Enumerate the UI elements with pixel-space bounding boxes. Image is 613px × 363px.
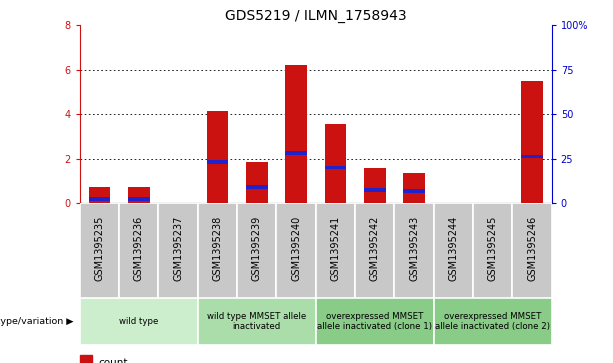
Bar [364,168,386,203]
Bar [246,185,267,189]
Text: GSM1395241: GSM1395241 [330,216,340,281]
Text: GSM1395237: GSM1395237 [173,216,183,281]
Title: GDS5219 / ILMN_1758943: GDS5219 / ILMN_1758943 [225,9,406,23]
Text: GSM1395243: GSM1395243 [409,216,419,281]
FancyBboxPatch shape [394,203,434,298]
Bar [207,160,228,164]
Text: GSM1395242: GSM1395242 [370,216,379,281]
Bar [88,187,110,203]
Bar [364,188,386,192]
Bar [285,65,307,203]
FancyBboxPatch shape [434,298,552,345]
Text: GSM1395246: GSM1395246 [527,216,537,281]
FancyBboxPatch shape [237,203,276,298]
Text: wild type: wild type [119,317,158,326]
FancyBboxPatch shape [512,203,552,298]
Bar [88,197,110,201]
Text: genotype/variation ▶: genotype/variation ▶ [0,317,74,326]
Text: wild type MMSET allele
inactivated: wild type MMSET allele inactivated [207,311,306,331]
FancyBboxPatch shape [316,203,355,298]
Bar [403,189,425,193]
Text: overexpressed MMSET
allele inactivated (clone 2): overexpressed MMSET allele inactivated (… [435,311,550,331]
Bar [521,81,543,203]
Bar [521,155,543,158]
Bar [246,162,267,203]
Text: overexpressed MMSET
allele inactivated (clone 1): overexpressed MMSET allele inactivated (… [317,311,432,331]
Text: GSM1395238: GSM1395238 [212,216,223,281]
FancyBboxPatch shape [473,203,512,298]
Bar [128,187,150,203]
FancyBboxPatch shape [316,298,434,345]
Bar [80,355,92,363]
Text: GSM1395235: GSM1395235 [94,216,104,281]
FancyBboxPatch shape [80,298,197,345]
Bar [207,111,228,203]
FancyBboxPatch shape [80,203,119,298]
FancyBboxPatch shape [119,203,158,298]
Bar [403,173,425,203]
Bar [128,197,150,201]
FancyBboxPatch shape [355,203,394,298]
FancyBboxPatch shape [276,203,316,298]
FancyBboxPatch shape [434,203,473,298]
Bar [324,166,346,170]
Text: count: count [98,358,128,363]
Bar [324,125,346,203]
Bar [285,151,307,155]
FancyBboxPatch shape [197,298,316,345]
Text: GSM1395244: GSM1395244 [448,216,459,281]
Text: GSM1395245: GSM1395245 [488,216,498,281]
Text: GSM1395239: GSM1395239 [252,216,262,281]
Text: GSM1395236: GSM1395236 [134,216,143,281]
FancyBboxPatch shape [158,203,197,298]
Text: GSM1395240: GSM1395240 [291,216,301,281]
FancyBboxPatch shape [197,203,237,298]
